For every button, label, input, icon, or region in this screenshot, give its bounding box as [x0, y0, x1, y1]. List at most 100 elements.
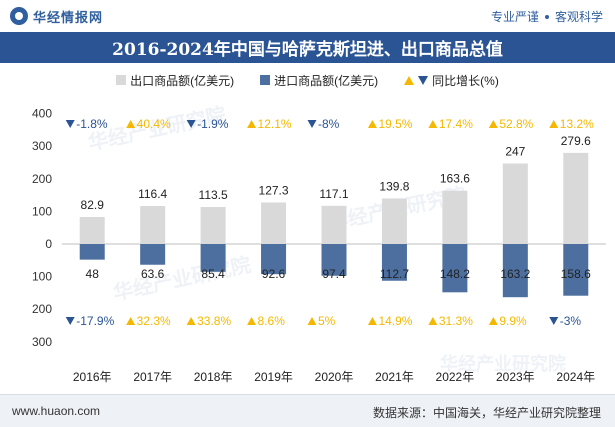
slogan: 专业严谨 客观科学 — [491, 8, 603, 25]
import-growth-label-1: 32.3% — [137, 314, 171, 328]
import-growth-up-triangle-icon-4 — [307, 317, 317, 325]
export-value-label-5: 139.8 — [379, 179, 409, 193]
y-tick-label-4: 0 — [45, 237, 52, 251]
x-tick-label-1: 2017年 — [133, 370, 172, 384]
export-growth-up-triangle-icon-6 — [428, 120, 438, 128]
export-value-label-3: 127.3 — [259, 184, 289, 198]
legend-label-export: 出口商品额(亿美元) — [130, 73, 235, 88]
legend-item-growth: 同比增长(%) — [404, 70, 499, 90]
export-bar-0 — [79, 216, 105, 244]
x-tick-label-0: 2016年 — [73, 370, 112, 384]
import-bar-0 — [79, 244, 105, 260]
export-value-label-6: 163.6 — [440, 172, 470, 186]
footer-url[interactable]: www.huaon.com — [12, 404, 101, 418]
import-growth-up-triangle-icon-2 — [186, 317, 196, 325]
x-tick-label-4: 2020年 — [315, 370, 354, 384]
x-tick-label-3: 2019年 — [254, 370, 293, 384]
import-value-label-7: 163.2 — [500, 267, 530, 281]
watermark-text-1: 华经产业研究院 — [111, 252, 253, 305]
export-growth-up-triangle-icon-8 — [549, 120, 559, 128]
export-value-label-8: 279.6 — [561, 134, 591, 148]
export-growth-up-triangle-icon-1 — [126, 120, 136, 128]
export-growth-label-2: -1.9% — [197, 117, 229, 131]
export-bar-2 — [200, 206, 226, 244]
export-bar-1 — [140, 206, 166, 244]
x-tick-label-8: 2024年 — [556, 370, 595, 384]
import-value-label-4: 97.4 — [322, 267, 346, 281]
brand-logo-icon — [10, 7, 28, 25]
title-bar: 2016-2024年中国与哈萨克斯坦进、出口商品总值 — [0, 32, 615, 63]
import-bar-1 — [140, 244, 166, 265]
import-growth-up-triangle-icon-3 — [247, 317, 257, 325]
export-bar-6 — [442, 190, 468, 244]
export-growth-label-6: 17.4% — [439, 117, 473, 131]
export-bar-4 — [321, 205, 347, 244]
legend-label-import: 进口商品额(亿美元) — [274, 73, 379, 88]
export-growth-down-triangle-icon-4 — [307, 120, 317, 128]
export-value-label-1: 116.4 — [138, 187, 167, 201]
top-bar: 华经情报网 专业严谨 客观科学 — [0, 0, 615, 32]
export-growth-up-triangle-icon-5 — [367, 120, 377, 128]
import-swatch-icon — [260, 75, 271, 85]
import-value-label-5: 112.7 — [380, 267, 409, 281]
export-value-label-7: 247 — [505, 144, 525, 158]
footer: www.huaon.com 数据来源：中国海关，华经产业研究院整理 — [0, 394, 615, 427]
y-tick-label-2: 200 — [32, 172, 52, 186]
import-growth-label-7: 9.9% — [499, 314, 527, 328]
y-tick-label-5: 100 — [32, 270, 52, 284]
import-growth-label-6: 31.3% — [439, 314, 473, 328]
footer-source: 数据来源：中国海关，华经产业研究院整理 — [372, 406, 601, 420]
import-growth-up-triangle-icon-5 — [367, 317, 377, 325]
x-tick-label-7: 2023年 — [496, 370, 535, 384]
export-growth-label-0: -1.8% — [76, 117, 108, 131]
import-growth-up-triangle-icon-6 — [428, 317, 438, 325]
down-triangle-icon — [418, 75, 429, 85]
import-growth-down-triangle-icon-0 — [65, 317, 75, 325]
slogan-left: 专业严谨 — [490, 10, 539, 24]
import-growth-up-triangle-icon-1 — [126, 317, 136, 325]
x-tick-label-2: 2018年 — [194, 370, 233, 384]
y-tick-label-0: 400 — [32, 107, 52, 121]
y-tick-label-1: 300 — [32, 139, 52, 153]
export-growth-label-7: 52.8% — [499, 117, 533, 131]
import-value-label-2: 85.4 — [201, 267, 225, 281]
legend-label-growth: 同比增长(%) — [432, 73, 499, 88]
chart-legend: 出口商品额(亿美元) 进口商品额(亿美元) 同比增长(%) — [0, 70, 615, 90]
slogan-right: 客观科学 — [554, 10, 603, 24]
export-growth-label-3: 12.1% — [258, 117, 292, 131]
export-growth-down-triangle-icon-2 — [186, 120, 196, 128]
import-bar-3 — [261, 244, 287, 275]
export-growth-label-1: 40.4% — [137, 117, 171, 131]
bullet-dot-icon — [544, 14, 549, 19]
import-growth-label-2: 33.8% — [197, 314, 231, 328]
up-triangle-icon — [404, 75, 415, 85]
brand-name: 华经情报网 — [33, 9, 104, 25]
import-growth-label-3: 8.6% — [258, 314, 286, 328]
brand[interactable]: 华经情报网 — [10, 7, 103, 25]
import-value-label-3: 92.6 — [262, 267, 286, 281]
import-growth-up-triangle-icon-7 — [488, 317, 498, 325]
import-value-label-1: 63.6 — [141, 267, 165, 281]
import-bar-6 — [442, 244, 468, 293]
import-bar-7 — [502, 244, 528, 298]
export-value-label-2: 113.5 — [199, 188, 228, 202]
import-growth-down-triangle-icon-8 — [549, 317, 559, 325]
export-growth-label-5: 19.5% — [378, 117, 412, 131]
import-bar-8 — [563, 244, 589, 296]
import-value-label-8: 158.6 — [561, 267, 591, 281]
export-growth-up-triangle-icon-7 — [488, 120, 498, 128]
export-bar-8 — [563, 152, 589, 244]
export-bar-7 — [502, 163, 528, 244]
legend-item-import: 进口商品额(亿美元) — [260, 70, 378, 90]
import-bar-2 — [200, 244, 226, 272]
export-value-label-0: 82.9 — [81, 198, 105, 212]
export-bar-3 — [261, 202, 287, 244]
export-growth-label-8: 13.2% — [560, 117, 594, 131]
import-growth-label-4: 5% — [318, 314, 336, 328]
import-growth-label-0: -17.9% — [76, 314, 114, 328]
import-growth-label-5: 14.9% — [378, 314, 412, 328]
legend-item-export: 出口商品额(亿美元) — [116, 70, 234, 90]
import-bar-4 — [321, 244, 347, 276]
y-tick-label-3: 100 — [32, 204, 52, 218]
import-value-label-0: 48 — [86, 267, 100, 281]
